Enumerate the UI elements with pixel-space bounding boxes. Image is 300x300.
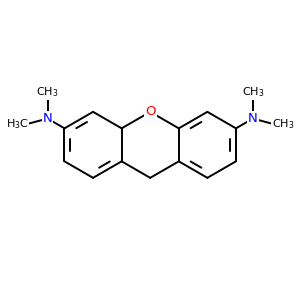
Text: H$_3$C: H$_3$C [6,117,28,130]
Text: O: O [145,105,155,118]
Text: CH$_3$: CH$_3$ [36,85,59,99]
Text: CH$_3$: CH$_3$ [272,117,294,130]
Text: CH$_3$: CH$_3$ [242,85,264,99]
Text: N: N [248,112,258,125]
Text: N: N [43,112,52,125]
